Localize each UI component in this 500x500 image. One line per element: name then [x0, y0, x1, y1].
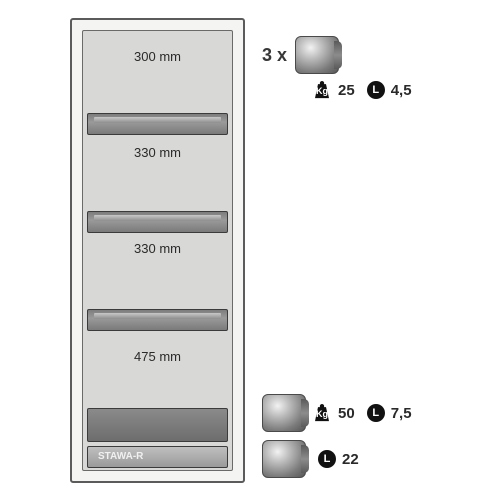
svg-text:Kg: Kg — [316, 86, 328, 96]
kg-value: 25 — [338, 82, 355, 99]
drum-icon — [295, 36, 339, 74]
weight-icon: Kg — [312, 80, 332, 100]
l-value: 4,5 — [391, 82, 412, 99]
l-value: 22 — [342, 451, 359, 468]
bottom-tray — [87, 408, 228, 442]
kg-value: 50 — [338, 405, 355, 422]
diagram-stage: 300 mm 330 mm 330 mm 475 mm STAWA-R 3 x … — [0, 0, 500, 500]
cabinet-interior: 300 mm 330 mm 330 mm 475 mm STAWA-R — [82, 30, 233, 471]
liter-icon: L — [318, 450, 336, 468]
liter-icon: L — [367, 404, 385, 422]
spec-row-3: L 22 — [262, 440, 359, 478]
shelf-2 — [83, 209, 232, 235]
svg-text:Kg: Kg — [316, 409, 328, 419]
weight-icon: Kg — [312, 403, 332, 423]
section-label-1: 300 mm — [83, 49, 232, 64]
l-value: 7,5 — [391, 405, 412, 422]
spec-row-1-metrics: Kg 25 L 4,5 — [312, 80, 412, 100]
shelf-1 — [83, 111, 232, 137]
section-label-2: 330 mm — [83, 145, 232, 160]
spec-row-2: Kg 50 L 7,5 — [262, 394, 412, 432]
sump-tray: STAWA-R — [87, 446, 228, 468]
brand-label: STAWA-R — [98, 451, 143, 462]
cabinet-outline: 300 mm 330 mm 330 mm 475 mm STAWA-R — [70, 18, 245, 483]
drum-icon — [262, 440, 306, 478]
drum-icon — [262, 394, 306, 432]
liter-icon: L — [367, 81, 385, 99]
section-label-4: 475 mm — [83, 349, 232, 364]
spec-row-1: 3 x — [262, 36, 339, 74]
qty-label: 3 x — [262, 45, 287, 66]
shelf-3 — [83, 307, 232, 333]
section-label-3: 330 mm — [83, 241, 232, 256]
